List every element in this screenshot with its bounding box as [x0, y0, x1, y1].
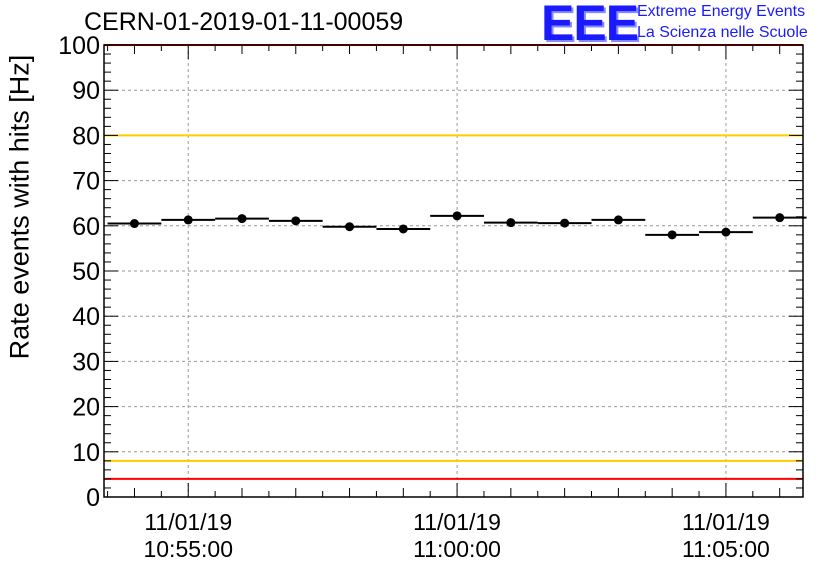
data-point [721, 227, 731, 237]
data-point [183, 215, 193, 225]
x-tick-date: 11/01/19 [413, 509, 501, 535]
data-point [291, 216, 301, 226]
x-tick-label: 11/01/19 11:05:00 [666, 509, 786, 563]
y-tick-label: 70 [72, 168, 100, 196]
logo-subtitle: La Scienza nelle Scuole [637, 24, 808, 41]
x-tick-label: 11/01/19 11:00:00 [397, 509, 517, 563]
y-tick-label: 50 [72, 258, 100, 286]
grid-layer [104, 45, 803, 497]
y-tick-label: 100 [58, 32, 100, 60]
y-tick-label: 80 [72, 122, 100, 150]
y-tick-label: 90 [72, 77, 100, 105]
data-point [398, 224, 408, 234]
x-tick-time: 11:05:00 [682, 536, 770, 562]
x-tick-date: 11/01/19 [144, 509, 233, 535]
data-points [107, 211, 807, 240]
x-tick-time: 10:55:00 [143, 536, 233, 562]
axis-ticks [104, 44, 803, 498]
y-tick-labels: 0 10 20 30 40 50 60 70 80 90 100 [58, 32, 100, 512]
x-tick-date: 11/01/19 [682, 509, 770, 535]
eee-logo-mark: EEE [541, 0, 639, 51]
x-tick-label: 11/01/19 10:55:00 [128, 509, 248, 563]
y-tick-label: 40 [72, 303, 100, 331]
data-point [237, 214, 247, 224]
data-point [667, 230, 677, 240]
y-tick-label: 0 [86, 484, 100, 512]
reference-lines [104, 44, 803, 480]
y-tick-label: 10 [72, 439, 100, 467]
y-tick-label: 60 [72, 213, 100, 241]
y-tick-label: 20 [72, 394, 100, 422]
run-title: CERN-01-2019-01-11-00059 [84, 8, 404, 36]
data-point [506, 218, 516, 228]
logo-title: Extreme Energy Events [637, 3, 806, 20]
data-point [452, 211, 462, 221]
eee-logo: EEE Extreme Energy Events La Scienza nel… [541, 0, 831, 51]
data-point [775, 213, 785, 223]
data-point [613, 215, 623, 225]
data-point [560, 218, 570, 228]
data-point [129, 219, 139, 229]
x-tick-time: 11:00:00 [413, 536, 501, 562]
y-tick-label: 30 [72, 348, 100, 376]
data-point [345, 222, 355, 232]
